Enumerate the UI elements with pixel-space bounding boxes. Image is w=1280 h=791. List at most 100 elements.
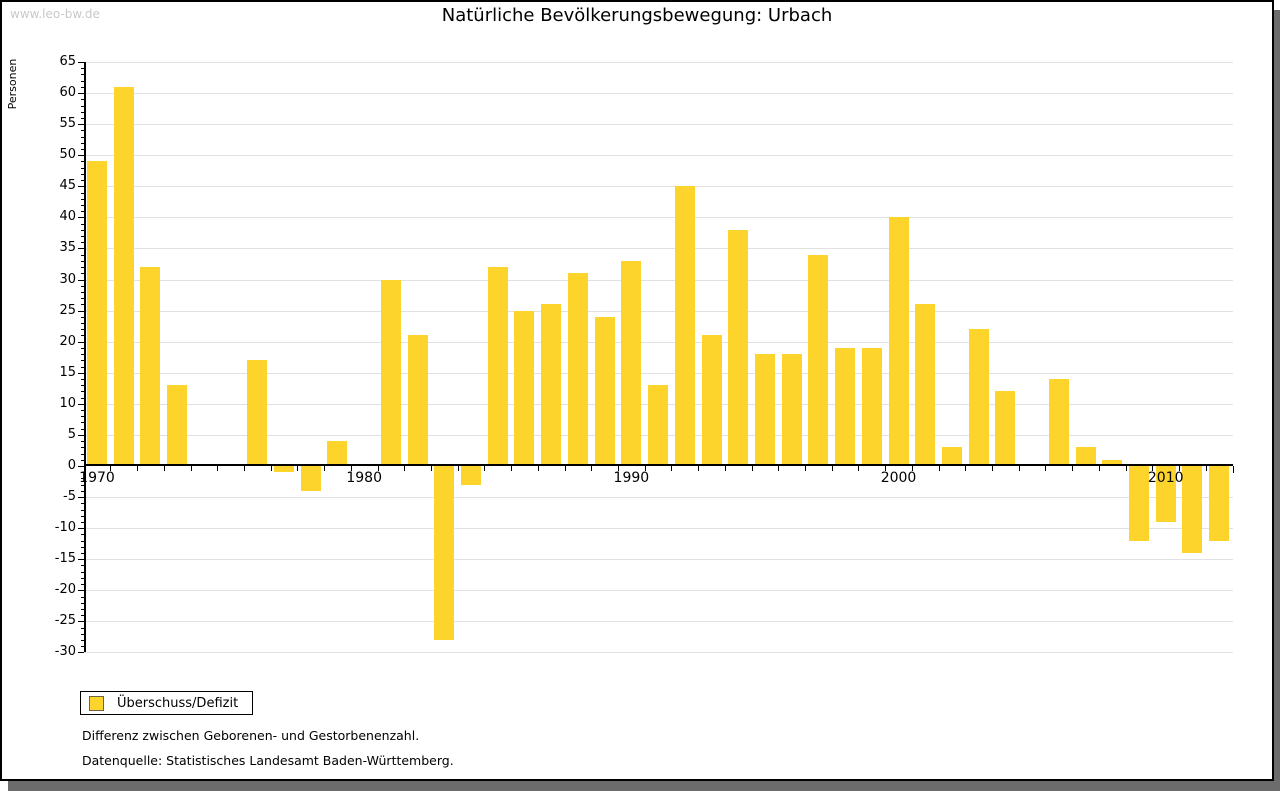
bar <box>968 329 989 466</box>
bar <box>487 267 508 466</box>
y-tick-label: 55 <box>59 116 76 132</box>
y-tick-label: -5 <box>63 489 76 505</box>
bar <box>300 466 321 491</box>
y-tick <box>81 285 84 287</box>
y-tick-label: 10 <box>59 395 76 411</box>
x-tick-label: 2010 <box>1147 470 1184 486</box>
x-axis <box>84 464 1233 466</box>
y-tick <box>78 186 84 188</box>
x-tick-label: 2000 <box>880 470 917 486</box>
y-tick <box>81 540 84 542</box>
x-tick <box>751 466 753 471</box>
bar <box>621 260 642 466</box>
x-tick <box>778 466 780 471</box>
y-tick <box>81 316 84 318</box>
x-tick <box>350 466 352 471</box>
y-tick-label: 0 <box>67 458 76 473</box>
bar <box>835 347 856 466</box>
y-tick <box>78 466 84 467</box>
gridline <box>84 528 1233 530</box>
x-tick <box>83 466 85 471</box>
y-tick <box>78 497 84 499</box>
y-tick <box>81 86 84 88</box>
bar <box>1209 466 1230 541</box>
bar <box>1182 466 1203 553</box>
bar <box>113 86 134 466</box>
bar <box>808 254 829 466</box>
gridline <box>84 248 1233 250</box>
bar <box>461 466 482 485</box>
y-tick <box>81 521 84 523</box>
gridline <box>84 155 1233 157</box>
y-tick <box>81 633 84 635</box>
y-tick <box>81 366 84 368</box>
y-tick <box>81 428 84 430</box>
bar <box>247 360 268 466</box>
bar <box>1075 447 1096 466</box>
y-tick <box>81 105 84 107</box>
y-tick <box>78 155 84 157</box>
y-tick <box>81 397 84 399</box>
y-tick-label: -25 <box>54 613 76 629</box>
y-tick <box>81 615 84 617</box>
x-tick <box>217 466 219 471</box>
x-tick <box>911 466 913 471</box>
y-tick-label: 15 <box>59 364 76 380</box>
bar <box>594 316 615 466</box>
y-tick <box>81 422 84 424</box>
y-tick <box>78 124 84 126</box>
gridline <box>84 310 1233 312</box>
bar <box>514 310 535 466</box>
y-tick-label: -20 <box>54 582 76 598</box>
y-tick <box>81 565 84 567</box>
x-tick <box>1125 466 1127 471</box>
x-tick <box>1045 466 1047 471</box>
bar <box>1129 466 1149 541</box>
y-tick <box>81 267 84 269</box>
y-axis <box>84 62 86 653</box>
x-tick <box>618 466 619 471</box>
x-tick <box>1179 466 1181 471</box>
y-tick <box>81 335 84 337</box>
x-tick <box>1072 466 1074 471</box>
x-tick <box>1205 466 1207 471</box>
bar <box>167 385 188 466</box>
y-tick <box>81 291 84 293</box>
y-tick <box>81 167 84 169</box>
gridline <box>84 93 1233 95</box>
y-tick <box>81 354 84 356</box>
bar <box>674 186 695 466</box>
x-tick <box>831 466 833 471</box>
x-tick <box>511 466 513 471</box>
y-tick-label: 35 <box>59 240 76 256</box>
gridline <box>84 62 1233 64</box>
y-tick <box>81 416 84 418</box>
x-tick-label: 1970 <box>79 470 115 486</box>
y-tick <box>81 453 84 455</box>
bar <box>327 441 348 466</box>
y-tick <box>81 347 84 349</box>
footnote-source: Datenquelle: Statistisches Landesamt Bad… <box>82 753 454 768</box>
y-tick <box>78 93 84 95</box>
y-tick <box>78 217 84 219</box>
y-tick <box>81 627 84 629</box>
y-tick <box>81 180 84 182</box>
y-tick <box>81 515 84 517</box>
bar <box>567 273 588 466</box>
y-tick <box>81 80 84 82</box>
y-tick <box>81 304 84 306</box>
x-tick <box>1018 466 1020 471</box>
y-tick <box>81 646 84 648</box>
y-tick <box>81 229 84 231</box>
y-tick-label: 40 <box>59 209 76 225</box>
y-tick <box>81 173 84 175</box>
x-tick <box>1098 466 1100 471</box>
x-tick <box>537 466 539 471</box>
y-tick <box>78 62 84 64</box>
y-tick <box>81 472 84 474</box>
bar <box>407 335 428 466</box>
y-tick <box>81 260 84 262</box>
x-tick <box>243 466 245 471</box>
x-tick <box>457 466 459 471</box>
